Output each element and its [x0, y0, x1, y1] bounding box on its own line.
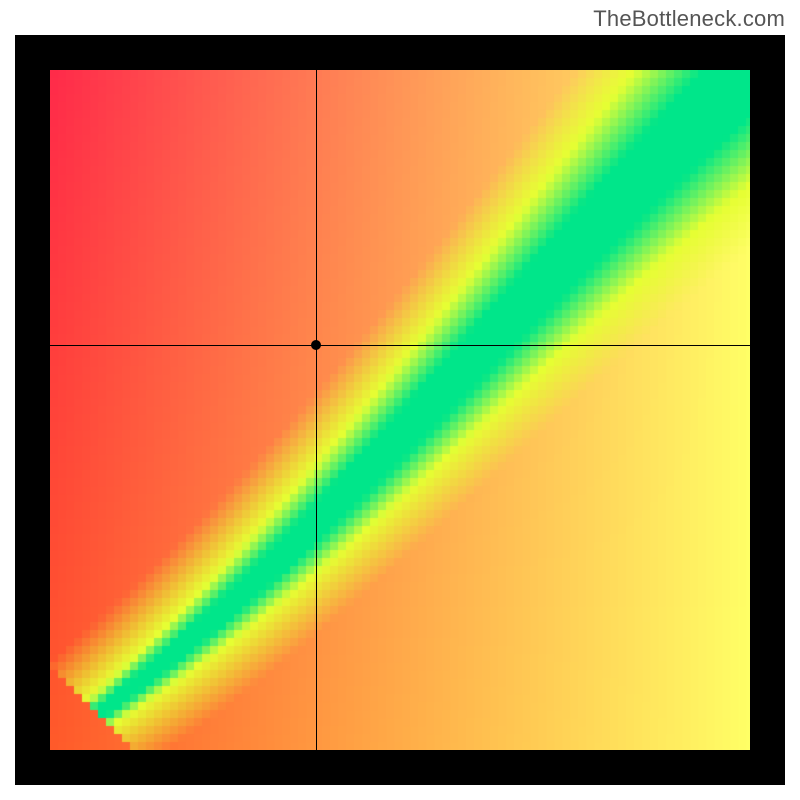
- chart-frame: [15, 35, 785, 785]
- crosshair-vertical: [316, 70, 317, 750]
- plot-area: [50, 70, 750, 750]
- heatmap-canvas: [50, 70, 750, 750]
- watermark-text: TheBottleneck.com: [593, 6, 785, 32]
- crosshair-horizontal: [50, 345, 750, 346]
- data-point-marker: [311, 340, 321, 350]
